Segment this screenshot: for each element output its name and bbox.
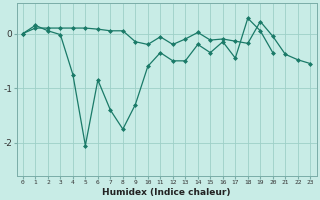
X-axis label: Humidex (Indice chaleur): Humidex (Indice chaleur) <box>102 188 231 197</box>
